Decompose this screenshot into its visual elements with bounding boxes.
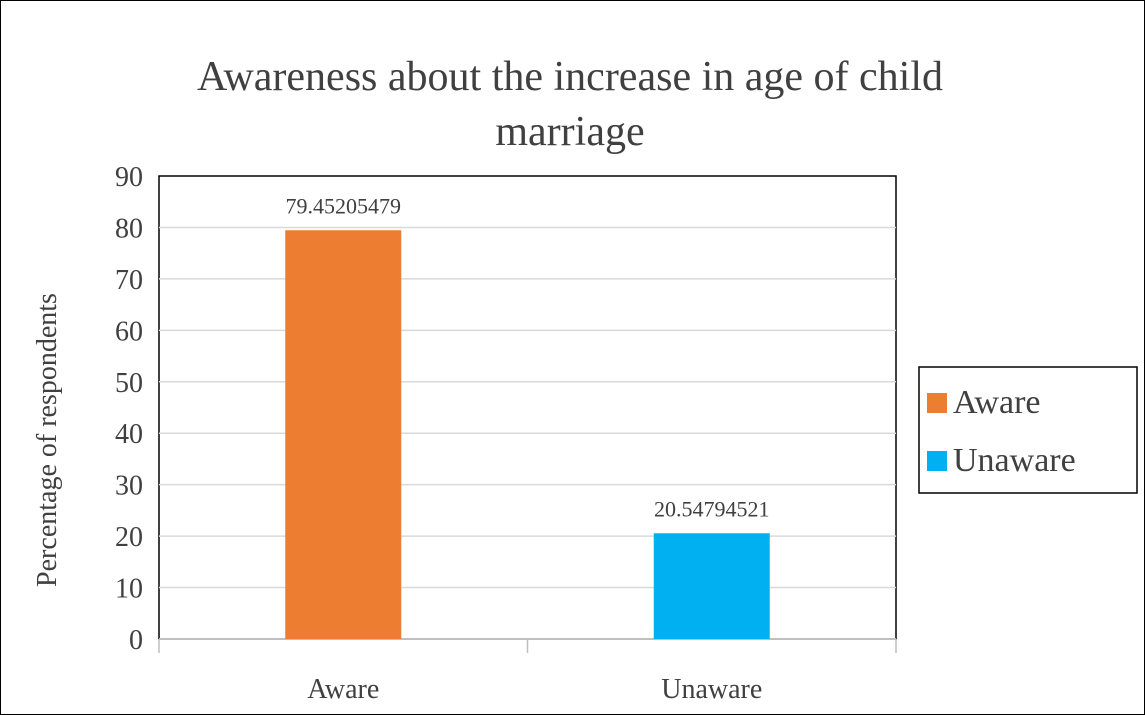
legend-box xyxy=(918,366,1138,494)
y-tick-label: 40 xyxy=(115,419,143,450)
x-category-label-aware: Aware xyxy=(307,674,379,705)
chart-title-line-1: Awareness about the increase in age of c… xyxy=(197,54,943,100)
y-tick-label: 20 xyxy=(115,522,143,553)
plot-area xyxy=(158,175,897,640)
legend-label-aware: Aware xyxy=(953,384,1041,421)
y-tick-label: 90 xyxy=(115,162,143,193)
y-tick-label: 80 xyxy=(115,213,143,244)
y-tick-label: 30 xyxy=(115,471,143,502)
legend-swatch-unaware xyxy=(927,451,947,471)
data-label-aware: 79.45205479 xyxy=(286,193,402,218)
y-tick-label: 70 xyxy=(115,265,143,296)
y-tick-label: 60 xyxy=(115,316,143,347)
legend-swatch-aware xyxy=(927,393,947,413)
chart-title-line-2: marriage xyxy=(495,109,644,155)
bar-unaware xyxy=(653,533,770,639)
legend-label-unaware: Unaware xyxy=(953,442,1076,479)
data-label-unaware: 20.54794521 xyxy=(654,496,770,521)
y-axis-label: Percentage of respondents xyxy=(32,293,63,587)
y-tick-label: 50 xyxy=(115,368,143,399)
y-tick-label: 10 xyxy=(115,574,143,605)
y-tick-label: 0 xyxy=(129,625,143,656)
x-category-label-unaware: Unaware xyxy=(661,674,762,705)
bar-aware xyxy=(285,230,402,640)
